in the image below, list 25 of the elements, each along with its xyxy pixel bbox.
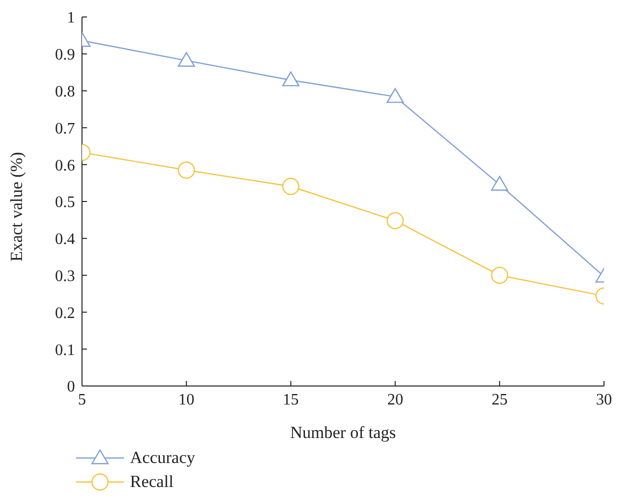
y-axis-title: Exact value (%): [7, 152, 26, 262]
x-tick-label: 20: [387, 391, 404, 408]
y-tick-label: 0.5: [55, 194, 75, 212]
x-tick-label: 10: [178, 391, 194, 408]
point: [282, 72, 300, 86]
y-tick-label: 0.4: [55, 231, 75, 248]
point: [386, 212, 404, 230]
y-tick-label: 0.7: [55, 120, 75, 138]
x-tick-label: 15: [282, 391, 299, 408]
y-tick-label: 0.2: [55, 304, 75, 322]
y-tick-label: 0.1: [55, 342, 75, 359]
y-tick-label: 0: [67, 378, 75, 396]
y-tick-label: 0.3: [55, 268, 75, 285]
y-tick-label: 1: [67, 10, 75, 27]
y-tick-label: 0.8: [55, 83, 75, 100]
y-tick-label: 0.9: [55, 46, 75, 64]
x-tick-label: 5: [78, 391, 86, 408]
legend-label: Recall: [130, 472, 174, 492]
x-tick-label: 25: [492, 391, 508, 408]
y-tick-label: 0.6: [55, 157, 75, 174]
point: [386, 88, 404, 103]
x-axis-title: Number of tags: [290, 423, 396, 442]
point: [282, 178, 300, 195]
x-tick-label: 30: [596, 391, 612, 408]
legend-label: Accuracy: [130, 448, 196, 468]
